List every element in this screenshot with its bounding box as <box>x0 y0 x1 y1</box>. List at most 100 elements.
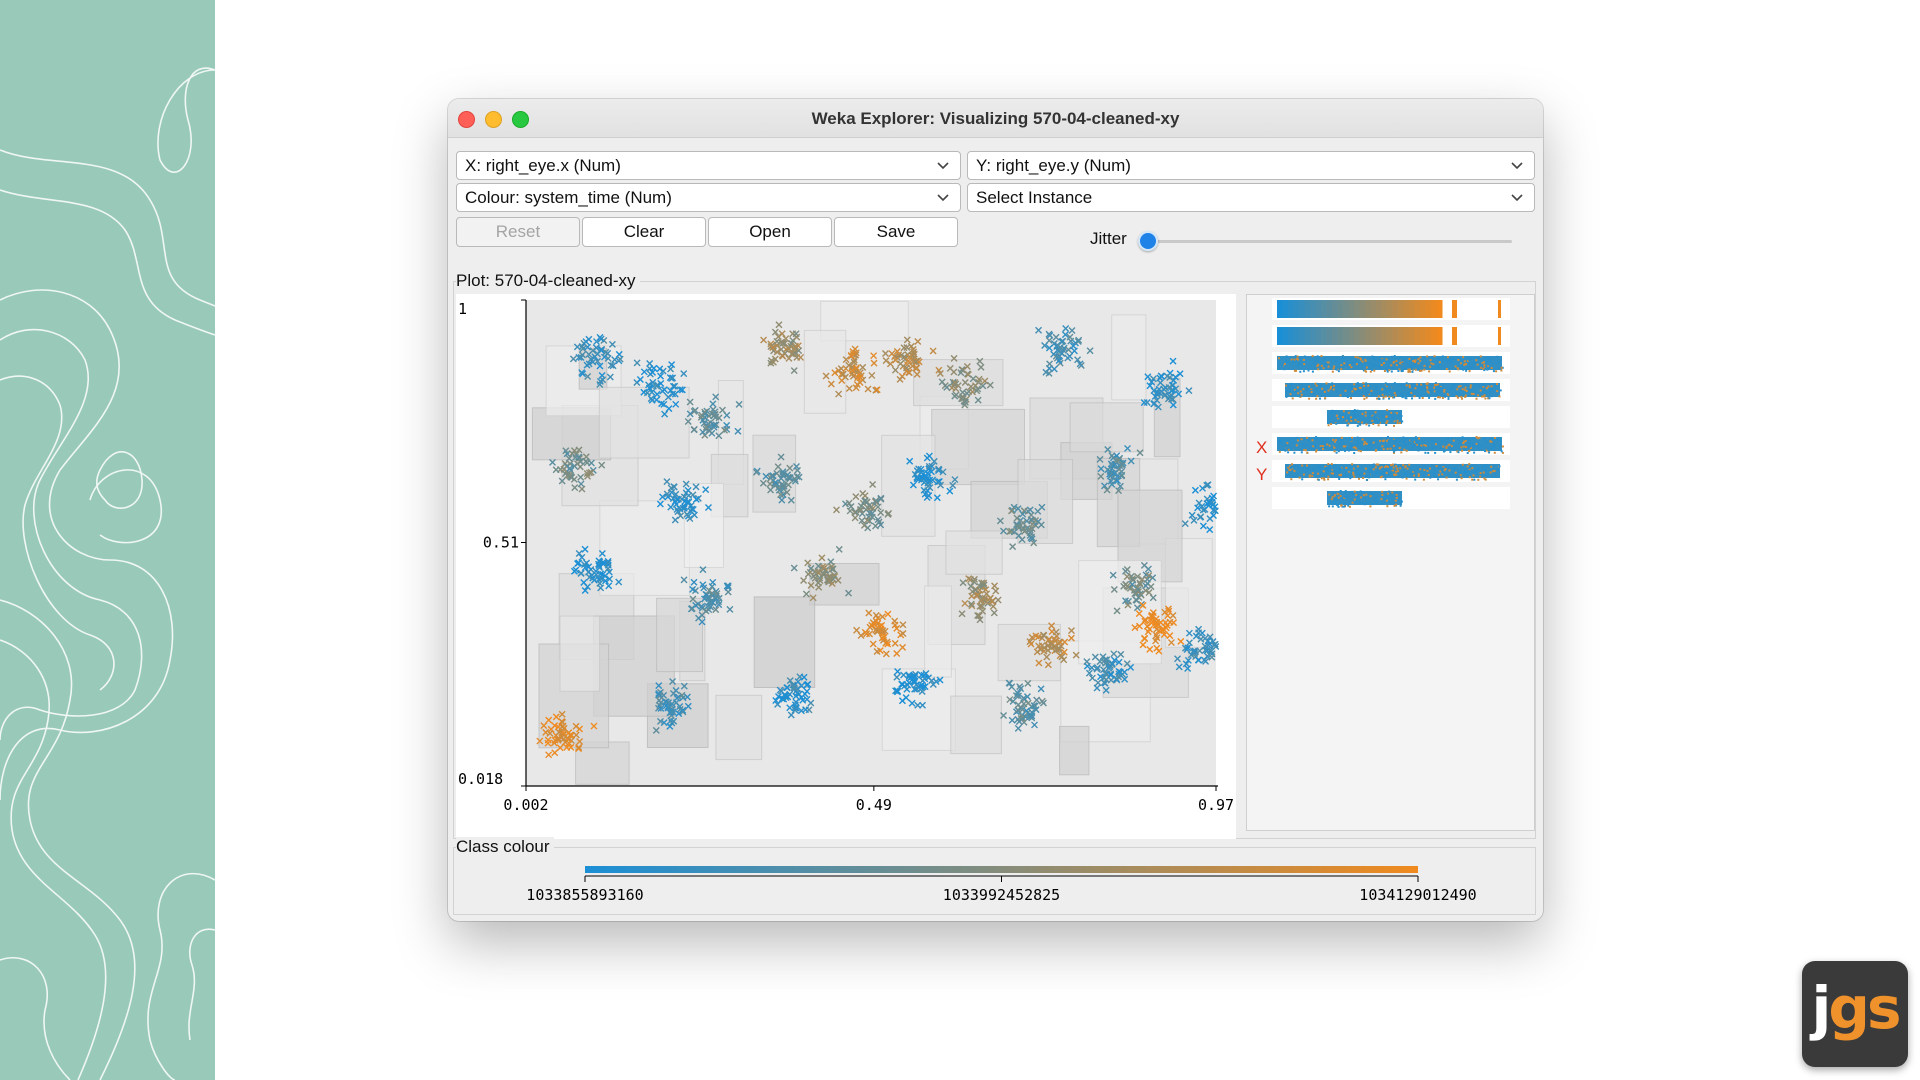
data-point <box>566 464 574 472</box>
background-frame <box>599 500 690 596</box>
data-point <box>896 375 904 383</box>
data-point <box>1144 373 1152 381</box>
data-point <box>1020 700 1028 708</box>
data-point <box>959 388 967 396</box>
background-frame <box>531 407 612 461</box>
data-point <box>914 701 922 709</box>
data-point <box>1034 507 1042 515</box>
data-point <box>771 479 779 487</box>
data-point <box>1058 653 1066 661</box>
data-point <box>958 395 966 403</box>
background-frame <box>559 615 601 692</box>
data-point <box>705 598 713 606</box>
data-point <box>705 427 713 435</box>
data-point <box>695 614 703 622</box>
scatter-plot-area[interactable]: 0.002 0.49 0.97 1 0.51 0.018 <box>456 294 1236 839</box>
data-point <box>893 650 901 658</box>
data-point <box>1032 706 1040 714</box>
scatter-plot[interactable]: 0.002 0.49 0.97 1 0.51 0.018 <box>456 294 1236 839</box>
chevron-down-icon <box>937 194 949 202</box>
data-point <box>1014 689 1022 697</box>
data-point <box>565 739 573 747</box>
data-point <box>663 478 671 486</box>
data-point <box>771 328 779 336</box>
data-point <box>972 586 980 594</box>
open-button[interactable]: Open <box>708 217 832 247</box>
clear-button[interactable]: Clear <box>582 217 706 247</box>
data-point <box>668 375 676 383</box>
data-point <box>1184 644 1192 652</box>
data-point <box>900 344 908 352</box>
background-frame <box>1069 402 1144 453</box>
data-point <box>1158 626 1166 634</box>
data-point <box>1023 693 1031 701</box>
data-point <box>792 330 800 338</box>
attribute-bars-panel[interactable]: X Y <box>1246 294 1535 831</box>
colour-scale-tick-label: 1034129012490 <box>1359 886 1476 904</box>
chevron-down-icon <box>1511 194 1523 202</box>
close-window-button[interactable] <box>458 111 475 128</box>
jitter-slider-thumb[interactable] <box>1138 231 1158 251</box>
data-point <box>552 713 560 721</box>
decorative-side-strip <box>0 0 215 1080</box>
data-point <box>924 482 932 490</box>
data-point <box>686 410 694 418</box>
colour-select-label: Colour: system_time (Num) <box>465 188 672 207</box>
background-frame <box>924 585 952 678</box>
data-point <box>920 671 928 679</box>
data-point <box>774 463 782 471</box>
x-axis-select[interactable]: X: right_eye.x (Num) <box>456 151 961 180</box>
jitter-slider-track[interactable] <box>1142 240 1512 243</box>
data-point <box>1110 650 1118 658</box>
data-point <box>1123 582 1131 590</box>
data-point <box>681 503 689 511</box>
data-point <box>831 369 839 377</box>
data-point <box>1019 510 1027 518</box>
data-point <box>802 590 810 598</box>
y-axis-select[interactable]: Y: right_eye.y (Num) <box>967 151 1535 180</box>
data-point <box>1135 610 1143 618</box>
data-point <box>974 385 982 393</box>
reset-button[interactable]: Reset <box>456 217 580 247</box>
data-point <box>1194 504 1202 512</box>
data-point <box>1009 697 1017 705</box>
data-point <box>976 602 984 610</box>
data-point <box>1150 387 1158 395</box>
data-point <box>1008 507 1016 515</box>
data-point <box>660 400 668 408</box>
data-point <box>1024 679 1032 687</box>
data-point <box>828 580 836 588</box>
data-point <box>668 361 676 369</box>
data-point <box>544 739 552 747</box>
data-point <box>779 352 787 360</box>
data-point <box>884 510 892 518</box>
data-point <box>787 711 795 719</box>
save-button[interactable]: Save <box>834 217 958 247</box>
minimize-window-button[interactable] <box>485 111 502 128</box>
data-point <box>1153 396 1161 404</box>
data-point <box>952 391 960 399</box>
data-point <box>1151 619 1159 627</box>
data-point <box>590 576 598 584</box>
data-point <box>583 459 591 467</box>
attribute-bars[interactable] <box>1247 295 1536 832</box>
data-point <box>872 611 880 619</box>
data-point <box>1102 670 1110 678</box>
colour-select[interactable]: Colour: system_time (Num) <box>456 183 961 212</box>
maximize-window-button[interactable] <box>512 111 529 128</box>
data-point <box>712 413 720 421</box>
data-point <box>549 458 557 466</box>
instance-select[interactable]: Select Instance <box>967 183 1535 212</box>
data-point <box>590 722 598 730</box>
data-point <box>910 348 918 356</box>
data-point <box>925 462 933 470</box>
data-point <box>718 406 726 414</box>
data-point <box>1040 631 1048 639</box>
data-point <box>774 700 782 708</box>
data-point <box>834 576 842 584</box>
data-point <box>921 490 929 498</box>
data-point <box>918 687 926 695</box>
data-point <box>556 744 564 752</box>
data-point <box>680 370 688 378</box>
data-point <box>536 737 544 745</box>
